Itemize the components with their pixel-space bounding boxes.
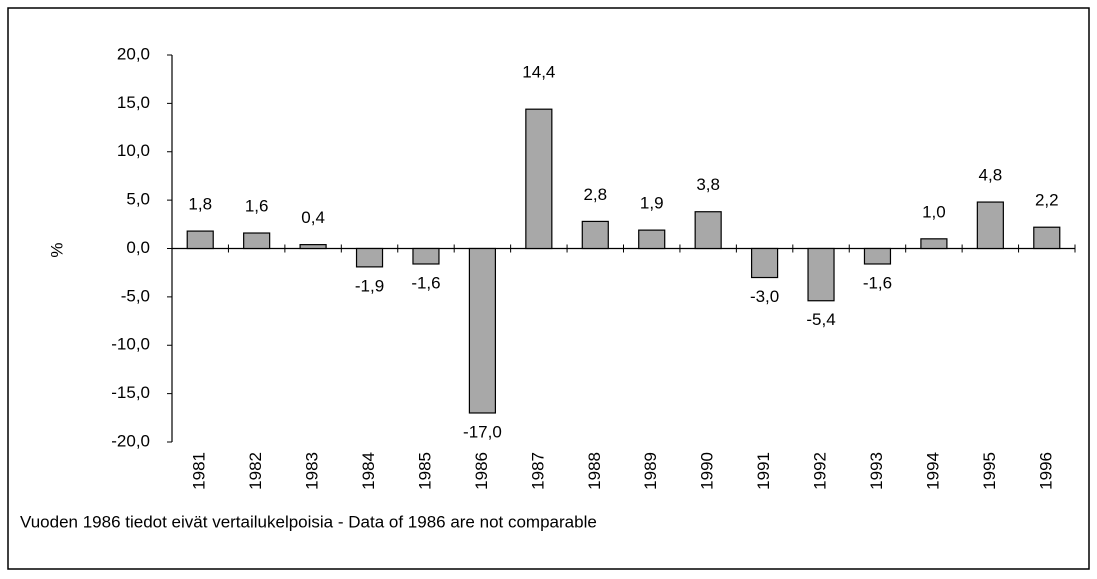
data-label: -3,0 bbox=[750, 287, 779, 306]
x-tick-label: 1984 bbox=[359, 452, 378, 490]
bar bbox=[694, 211, 722, 250]
data-label: 0,4 bbox=[301, 208, 325, 227]
data-label: 2,2 bbox=[1035, 191, 1059, 210]
y-tick-label: -20,0 bbox=[111, 431, 150, 450]
y-tick-label: -5,0 bbox=[121, 286, 150, 305]
frame bbox=[7, 7, 1090, 570]
x-tick-label: 1989 bbox=[641, 452, 660, 490]
y-tick-label: 10,0 bbox=[117, 141, 150, 160]
x-tick-label: 1985 bbox=[415, 452, 434, 490]
y-tick-label: 5,0 bbox=[126, 190, 150, 209]
data-label: 3,8 bbox=[696, 175, 720, 194]
data-label: -1,6 bbox=[863, 273, 892, 292]
x-tick-label: 1990 bbox=[698, 452, 717, 490]
y-tick-label: -10,0 bbox=[111, 335, 150, 354]
data-label: 14,4 bbox=[522, 63, 555, 82]
data-label: 1,0 bbox=[922, 202, 946, 221]
bar bbox=[299, 244, 327, 250]
bar bbox=[638, 229, 666, 250]
x-tick-label: 1994 bbox=[923, 452, 942, 490]
bar bbox=[186, 230, 214, 250]
data-label: -5,4 bbox=[806, 310, 835, 329]
data-label: -1,6 bbox=[411, 273, 440, 292]
data-label: 2,8 bbox=[583, 185, 607, 204]
y-tick-label: 20,0 bbox=[117, 44, 150, 63]
x-tick-label: 1988 bbox=[585, 452, 604, 490]
data-label: -17,0 bbox=[463, 422, 502, 441]
x-tick-label: 1982 bbox=[246, 452, 265, 490]
y-tick-label: 0,0 bbox=[126, 238, 150, 257]
x-tick-label: 1986 bbox=[472, 452, 491, 490]
x-tick-label: 1992 bbox=[811, 452, 830, 490]
bar bbox=[468, 247, 497, 414]
bar bbox=[412, 247, 440, 265]
x-tick-label: 1993 bbox=[867, 452, 886, 490]
data-label: 1,8 bbox=[188, 195, 212, 214]
bar bbox=[920, 238, 948, 250]
bar bbox=[581, 220, 609, 250]
bar bbox=[355, 247, 384, 268]
bar bbox=[1033, 226, 1061, 250]
x-tick-label: 1995 bbox=[980, 452, 999, 490]
bar bbox=[243, 232, 271, 250]
y-tick-label: -15,0 bbox=[111, 383, 150, 402]
data-label: 4,8 bbox=[979, 166, 1003, 185]
bar bbox=[807, 247, 835, 302]
data-label: 1,6 bbox=[245, 197, 269, 216]
x-tick-label: 1991 bbox=[754, 452, 773, 490]
x-tick-label: 1981 bbox=[190, 452, 209, 490]
y-tick-label: 15,0 bbox=[117, 93, 150, 112]
bar bbox=[976, 201, 1004, 250]
data-label: -1,9 bbox=[355, 276, 384, 295]
bar bbox=[863, 247, 892, 265]
x-tick-label: 1983 bbox=[303, 452, 322, 490]
bar bbox=[750, 247, 779, 279]
bar bbox=[525, 108, 553, 250]
annotation: Vuoden 1986 tiedot eivät vertailukelpois… bbox=[20, 512, 597, 531]
x-tick-label: 1987 bbox=[528, 452, 547, 490]
y-axis-label: % bbox=[47, 242, 66, 257]
x-tick-label: 1996 bbox=[1036, 452, 1055, 490]
data-label: 1,9 bbox=[640, 194, 664, 213]
